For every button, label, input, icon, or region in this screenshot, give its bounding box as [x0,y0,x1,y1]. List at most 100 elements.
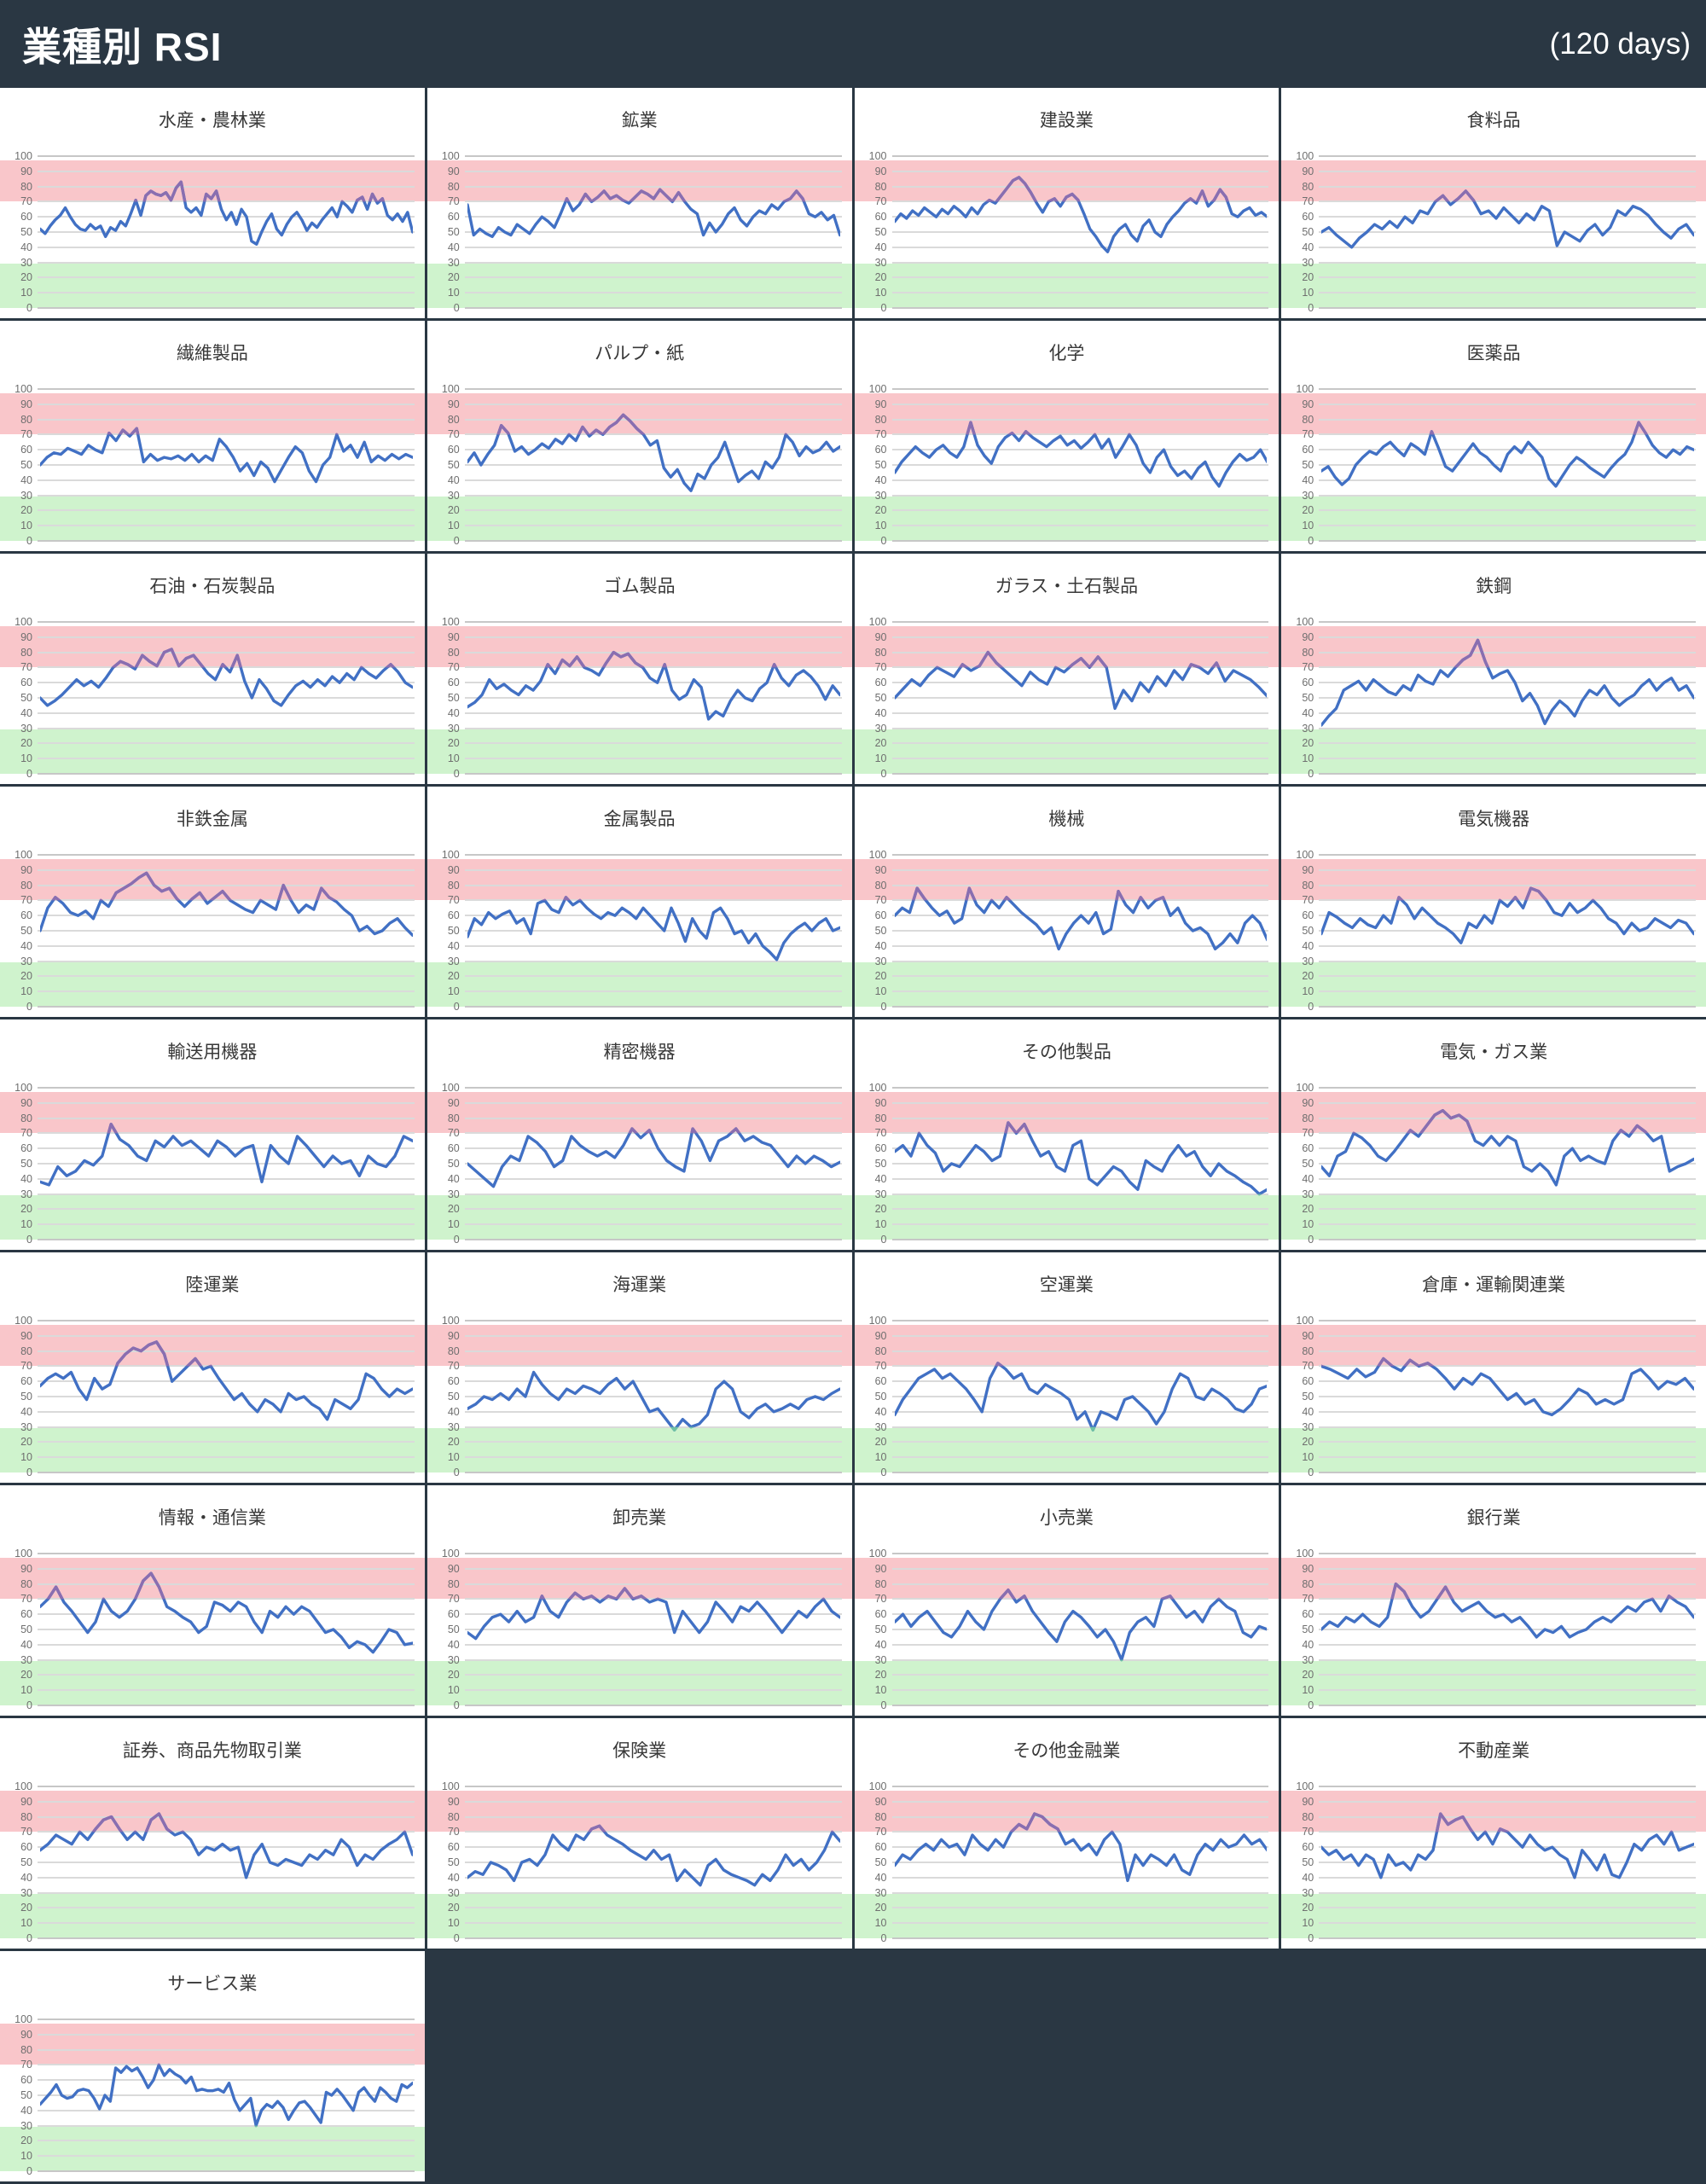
y-gridline [1319,636,1696,638]
overbought-zone [0,1791,425,1833]
y-gridline [38,1629,415,1630]
chart-title: その他金融業 [1013,1741,1121,1761]
y-gridline [38,1456,415,1459]
y-gridline [38,509,415,512]
y-gridline [891,403,1269,405]
y-axis-label: 90 [874,1562,887,1575]
y-axis-label: 100 [441,849,460,861]
rsi-line-chart [467,1321,840,1472]
y-axis-label: 0 [1308,1699,1314,1711]
y-axis-label: 0 [880,535,887,547]
y-gridline [38,2018,415,2020]
y-axis-label: 100 [1296,616,1314,628]
y-gridline [464,261,842,264]
y-axis-label: 20 [874,1436,887,1449]
y-gridline [464,621,842,623]
chart-cell: 100 90 80 70 60 50 40 30 20 10 0 ガラス・土石製品 [854,554,1280,784]
y-axis-label: 70 [874,894,887,907]
rsi-line-chart [467,1554,840,1705]
oversold-zone [0,962,425,1007]
y-axis-label: 50 [1302,1391,1314,1403]
oversold-zone [0,1195,425,1240]
y-axis-label: 50 [447,692,460,704]
overbought-zone [426,626,852,668]
overbought-zone [0,1325,425,1367]
y-axis-label: 90 [447,1795,460,1808]
y-gridline [891,479,1269,481]
y-gridline [1319,944,1696,947]
rsi-line-chart [40,1088,413,1240]
overbought-zone [854,1791,1280,1833]
y-gridline [891,960,1269,962]
y-axis-label: 0 [453,302,460,314]
y-gridline [1319,727,1696,729]
y-gridline [38,403,415,405]
y-axis-label: 20 [1302,271,1314,284]
y-gridline [464,1320,842,1321]
y-gridline [891,1472,1269,1473]
overbought-zone [0,1092,425,1134]
chart-title: 証券、商品先物取引業 [122,1741,302,1761]
chart-cell: 100 90 80 70 60 50 40 30 20 10 0 食料品 [1281,88,1706,318]
y-gridline [464,1846,842,1849]
rsi-line-chart [40,1554,413,1705]
y-gridline [464,1567,842,1570]
y-gridline [464,403,842,405]
y-gridline [464,1907,842,1909]
y-gridline [464,1380,842,1383]
y-axis-label: 30 [1302,256,1314,269]
y-axis-label: 50 [20,2089,32,2101]
y-axis-label: 0 [26,302,32,314]
oversold-zone [1281,729,1706,774]
y-axis-label: 50 [874,692,887,704]
oversold-zone [854,1894,1280,1938]
y-gridline [464,868,842,871]
y-axis-label: 20 [447,271,460,284]
y-gridline [38,1862,415,1863]
chart-title: 医薬品 [1466,344,1521,363]
chart-title: 金属製品 [603,810,676,829]
y-axis-label: 60 [447,909,460,922]
y-axis-label: 50 [447,925,460,937]
y-gridline [464,1689,842,1692]
y-gridline [891,1396,1269,1397]
y-gridline [464,1350,842,1352]
y-gridline [891,1643,1269,1646]
y-gridline [464,1223,842,1226]
y-axis-label: 10 [1302,1451,1314,1464]
y-axis-label: 70 [1302,1593,1314,1606]
y-axis-label: 30 [447,489,460,502]
y-gridline [464,1456,842,1459]
y-axis-label: 100 [868,1315,887,1327]
y-gridline [891,1365,1269,1368]
y-gridline [38,2064,415,2066]
y-gridline [464,1831,842,1833]
y-axis-label: 90 [447,863,460,876]
y-gridline [38,525,415,527]
y-gridline [1319,1891,1696,1894]
y-axis-label: 90 [447,1329,460,1342]
y-gridline [464,1087,842,1089]
overbought-zone [0,859,425,901]
y-gridline [891,540,1269,542]
y-gridline [464,1208,842,1211]
y-axis-label: 0 [453,1001,460,1013]
rsi-line-chart [467,1786,840,1938]
y-axis-label: 30 [447,1420,460,1433]
y-gridline [1319,403,1696,405]
y-gridline [38,170,415,172]
y-gridline [38,1410,415,1413]
rsi-line-chart [1321,1554,1694,1705]
chart-cell: 100 90 80 70 60 50 40 30 20 10 0 電気・ガス業 [1281,1019,1706,1250]
y-axis-label: 60 [874,211,887,224]
rsi-line-chart [895,1786,1268,1938]
oversold-zone [854,1661,1280,1705]
chart-cell: 100 90 80 70 60 50 40 30 20 10 0 その他製品 [854,1019,1280,1250]
y-axis-label: 100 [868,849,887,861]
y-axis-label: 30 [874,1886,887,1899]
y-axis-label: 60 [447,211,460,224]
y-gridline [891,1658,1269,1661]
y-axis-label: 80 [447,879,460,892]
y-axis-label: 60 [1302,677,1314,689]
y-axis-label: 60 [874,1375,887,1388]
